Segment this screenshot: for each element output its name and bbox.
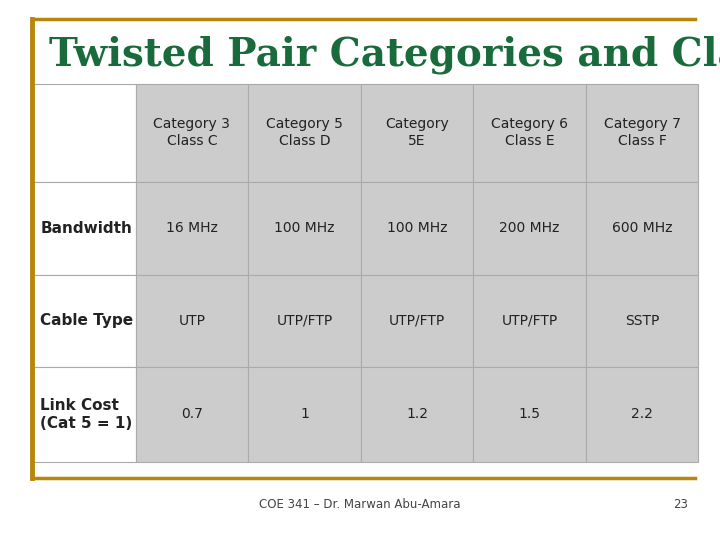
Text: 23: 23 xyxy=(672,498,688,511)
Text: 1.5: 1.5 xyxy=(518,408,541,421)
Bar xyxy=(248,274,361,367)
Text: Category 6
Class E: Category 6 Class E xyxy=(491,117,568,148)
Text: Bandwidth: Bandwidth xyxy=(40,221,132,236)
Text: 600 MHz: 600 MHz xyxy=(612,221,672,235)
Bar xyxy=(32,274,135,367)
Bar xyxy=(248,182,361,275)
Text: 0.7: 0.7 xyxy=(181,408,203,421)
Bar xyxy=(248,367,361,462)
Bar xyxy=(135,182,248,275)
Text: Link Cost
(Cat 5 = 1): Link Cost (Cat 5 = 1) xyxy=(40,397,132,431)
Bar xyxy=(473,182,586,275)
Bar xyxy=(32,84,135,182)
Text: 1: 1 xyxy=(300,408,309,421)
Bar xyxy=(586,84,698,182)
Bar xyxy=(32,367,135,462)
Bar xyxy=(32,182,135,275)
Text: 2.2: 2.2 xyxy=(631,408,653,421)
Text: Cable Type: Cable Type xyxy=(40,313,133,328)
Text: 200 MHz: 200 MHz xyxy=(500,221,559,235)
Text: UTP: UTP xyxy=(179,314,205,328)
Bar xyxy=(361,84,473,182)
Bar xyxy=(473,84,586,182)
Text: Twisted Pair Categories and Classes: Twisted Pair Categories and Classes xyxy=(49,35,720,73)
Bar xyxy=(361,367,473,462)
Bar xyxy=(473,367,586,462)
Bar xyxy=(135,84,248,182)
Text: UTP/FTP: UTP/FTP xyxy=(501,314,558,328)
Text: Category 3
Class C: Category 3 Class C xyxy=(153,117,230,148)
Text: COE 341 – Dr. Marwan Abu-Amara: COE 341 – Dr. Marwan Abu-Amara xyxy=(259,498,461,511)
Text: 100 MHz: 100 MHz xyxy=(274,221,335,235)
Text: 1.2: 1.2 xyxy=(406,408,428,421)
Bar xyxy=(135,274,248,367)
Bar xyxy=(586,367,698,462)
Bar xyxy=(248,84,361,182)
Bar xyxy=(586,274,698,367)
Text: 16 MHz: 16 MHz xyxy=(166,221,218,235)
Text: UTP/FTP: UTP/FTP xyxy=(389,314,445,328)
Text: Category 7
Class F: Category 7 Class F xyxy=(603,117,680,148)
Bar xyxy=(135,367,248,462)
Text: UTP/FTP: UTP/FTP xyxy=(276,314,333,328)
Text: SSTP: SSTP xyxy=(625,314,660,328)
Text: Category 5
Class D: Category 5 Class D xyxy=(266,117,343,148)
Text: 100 MHz: 100 MHz xyxy=(387,221,447,235)
Bar xyxy=(586,182,698,275)
Bar xyxy=(361,182,473,275)
Bar xyxy=(473,274,586,367)
Bar xyxy=(361,274,473,367)
Text: Category
5E: Category 5E xyxy=(385,117,449,148)
